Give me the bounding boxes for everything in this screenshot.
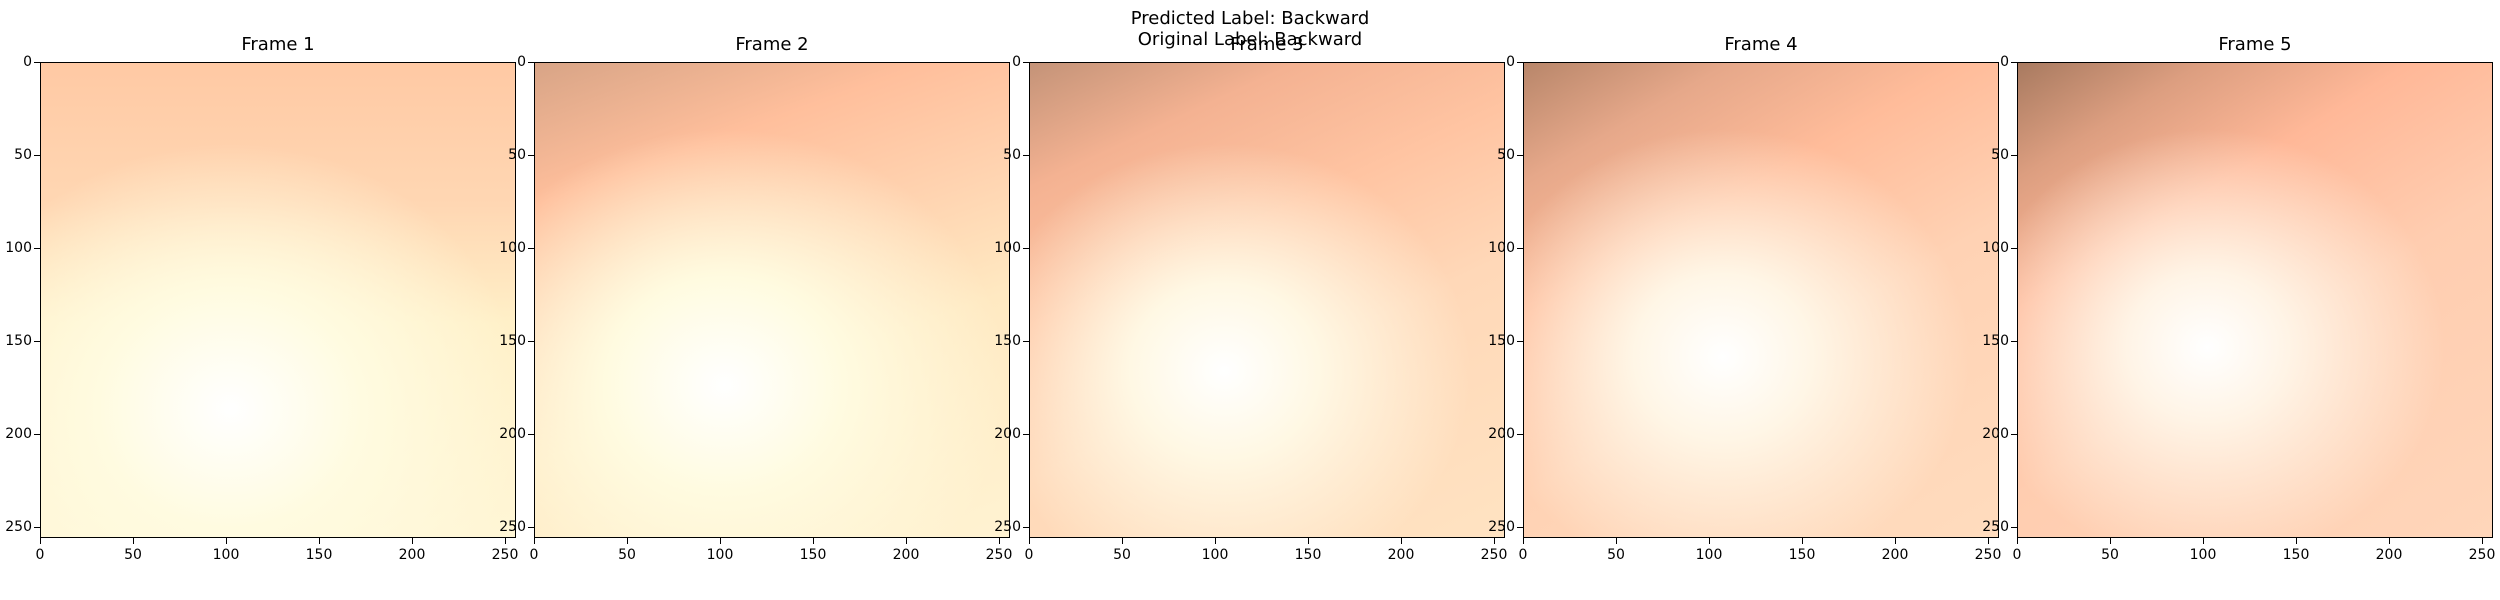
y-tick-label: 0 (517, 54, 526, 70)
x-tick-label: 150 (799, 547, 827, 563)
x-tick-label: 250 (985, 547, 1013, 563)
y-tick-label: 250 (5, 519, 32, 535)
frame-image (1029, 62, 1505, 538)
frame-panel-5: Frame 5 0 50 100 150 200 250 0 50 100 15… (1982, 34, 2495, 562)
y-tick-label: 100 (5, 240, 32, 256)
y-tick-label: 0 (2000, 54, 2009, 70)
frame-panel-1: Frame 1 0 50 100 150 200 250 0 50 100 15… (5, 34, 518, 562)
y-tick-label: 200 (5, 426, 32, 442)
x-tick-label: 150 (2282, 547, 2310, 563)
x-tick-label: 200 (398, 547, 426, 563)
x-tick-label: 250 (491, 547, 519, 563)
y-tick-label: 0 (23, 54, 32, 70)
x-tick-label: 250 (2468, 547, 2496, 563)
x-tick-label: 0 (1024, 547, 1034, 563)
x-tick-label: 50 (1607, 547, 1625, 563)
y-tick-label: 100 (994, 240, 1021, 256)
y-tick-label: 250 (1488, 519, 1515, 535)
y-tick-label: 150 (499, 333, 526, 349)
x-tick-label: 0 (1518, 547, 1528, 563)
x-tick-label: 100 (706, 547, 734, 563)
y-tick-label: 100 (1982, 240, 2009, 256)
y-tick-label: 150 (1488, 333, 1515, 349)
x-tick-label: 50 (618, 547, 636, 563)
x-tick-label: 50 (124, 547, 142, 563)
y-tick-label: 50 (1497, 147, 1515, 163)
frame-image (1523, 62, 1999, 538)
x-tick-label: 250 (1480, 547, 1508, 563)
frame-title: Frame 4 (1724, 34, 1798, 55)
frame-title: Frame 1 (241, 34, 315, 55)
x-tick-label: 200 (2375, 547, 2403, 563)
y-tick-label: 150 (5, 333, 32, 349)
frame-title: Frame 2 (735, 34, 809, 55)
predicted-label: Predicted Label: Backward (1130, 8, 1370, 29)
x-tick-label: 150 (1294, 547, 1322, 563)
frame-image (534, 62, 1010, 538)
x-tick-label: 150 (1788, 547, 1816, 563)
y-tick-label: 250 (994, 519, 1021, 535)
y-tick-label: 200 (1982, 426, 2009, 442)
y-tick-label: 250 (499, 519, 526, 535)
y-tick-label: 50 (14, 147, 32, 163)
y-tick-label: 250 (1982, 519, 2009, 535)
frame-image (2017, 62, 2493, 538)
x-tick-label: 250 (1974, 547, 2002, 563)
y-tick-label: 50 (1991, 147, 2009, 163)
figure-suptitle: Predicted Label: Backward Original Label… (0, 8, 2500, 50)
x-tick-label: 200 (1881, 547, 1909, 563)
y-tick-label: 150 (1982, 333, 2009, 349)
x-tick-label: 100 (1695, 547, 1723, 563)
y-tick-label: 50 (508, 147, 526, 163)
original-label: Original Label: Backward (1137, 29, 1363, 50)
x-tick-label: 200 (1387, 547, 1415, 563)
y-tick-label: 200 (1488, 426, 1515, 442)
x-tick-label: 0 (2012, 547, 2022, 563)
x-tick-label: 50 (2101, 547, 2119, 563)
y-tick-label: 200 (499, 426, 526, 442)
y-tick-label: 100 (1488, 240, 1515, 256)
frame-panel-2: Frame 2 0 50 100 150 200 250 0 50 100 15… (499, 34, 1012, 562)
frame-image (40, 62, 516, 538)
y-tick-label: 200 (994, 426, 1021, 442)
y-tick-label: 50 (1003, 147, 1021, 163)
y-tick-label: 0 (1012, 54, 1021, 70)
frame-title: Frame 5 (2218, 34, 2292, 55)
frame-panel-4: Frame 4 0 50 100 150 200 250 0 50 100 15… (1488, 34, 2001, 562)
x-tick-label: 0 (35, 547, 45, 563)
y-tick-label: 0 (1506, 54, 1515, 70)
x-tick-label: 100 (2189, 547, 2217, 563)
x-tick-label: 0 (529, 547, 539, 563)
x-tick-label: 50 (1113, 547, 1131, 563)
frame-panel-3: Frame 3 0 50 100 150 200 250 0 50 100 15… (994, 34, 1507, 562)
x-tick-label: 200 (892, 547, 920, 563)
x-tick-label: 100 (212, 547, 240, 563)
y-tick-label: 150 (994, 333, 1021, 349)
x-tick-label: 150 (305, 547, 333, 563)
x-tick-label: 100 (1201, 547, 1229, 563)
y-tick-label: 100 (499, 240, 526, 256)
frame-title: Frame 3 (1230, 34, 1304, 55)
